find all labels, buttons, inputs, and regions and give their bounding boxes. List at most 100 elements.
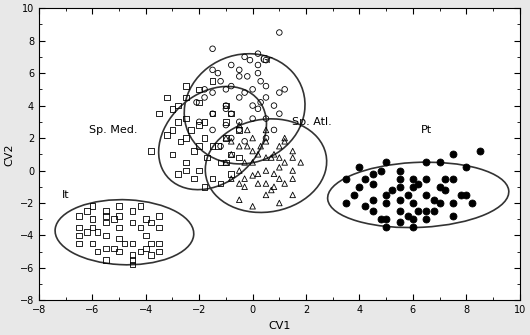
Point bbox=[163, 95, 171, 100]
Point bbox=[355, 184, 364, 190]
Point bbox=[147, 148, 155, 154]
Point bbox=[222, 160, 230, 165]
Point bbox=[241, 139, 249, 144]
Point bbox=[262, 181, 270, 186]
Point bbox=[249, 173, 257, 178]
Point bbox=[280, 87, 289, 92]
Point bbox=[136, 249, 145, 254]
Point bbox=[190, 148, 198, 154]
Point bbox=[262, 95, 270, 100]
Point bbox=[88, 216, 96, 222]
Point bbox=[227, 176, 235, 181]
Point bbox=[243, 74, 252, 79]
Point bbox=[360, 204, 369, 209]
Point bbox=[235, 181, 243, 186]
Point bbox=[142, 246, 150, 251]
Point bbox=[382, 200, 391, 206]
Point bbox=[262, 127, 270, 133]
Point bbox=[249, 135, 257, 141]
Point bbox=[249, 204, 257, 209]
Point bbox=[115, 213, 123, 219]
Point bbox=[270, 152, 278, 157]
Point bbox=[403, 213, 412, 219]
Point bbox=[377, 168, 385, 173]
Point bbox=[128, 241, 137, 246]
Point bbox=[142, 216, 150, 222]
Point bbox=[136, 204, 145, 209]
Point bbox=[208, 143, 217, 149]
Point bbox=[182, 95, 190, 100]
Point bbox=[235, 119, 243, 125]
Point bbox=[395, 220, 404, 225]
Point bbox=[422, 176, 430, 181]
Point bbox=[227, 152, 235, 157]
Point bbox=[254, 152, 262, 157]
Point bbox=[216, 160, 225, 165]
Point bbox=[280, 139, 289, 144]
Point bbox=[83, 208, 91, 214]
Point bbox=[110, 216, 118, 222]
Text: Sp. Med.: Sp. Med. bbox=[90, 125, 138, 135]
Point bbox=[414, 181, 422, 186]
Point bbox=[280, 135, 289, 141]
Point bbox=[342, 200, 350, 206]
Point bbox=[395, 176, 404, 181]
Point bbox=[275, 111, 284, 116]
Point bbox=[200, 95, 209, 100]
Point bbox=[101, 257, 110, 263]
Point bbox=[262, 192, 270, 198]
Point bbox=[128, 220, 137, 225]
Point bbox=[227, 62, 235, 68]
Point bbox=[257, 78, 265, 84]
Point bbox=[350, 192, 358, 198]
Point bbox=[360, 176, 369, 181]
Point bbox=[257, 99, 265, 105]
Point bbox=[142, 233, 150, 238]
Point bbox=[208, 111, 217, 116]
Point bbox=[235, 155, 243, 160]
Point bbox=[275, 90, 284, 95]
Point bbox=[430, 208, 438, 214]
Point bbox=[249, 148, 257, 154]
Point bbox=[288, 155, 297, 160]
Point bbox=[222, 103, 230, 108]
Point bbox=[342, 176, 350, 181]
Point bbox=[195, 119, 204, 125]
Point bbox=[214, 143, 222, 149]
Point bbox=[75, 241, 83, 246]
Point bbox=[168, 127, 176, 133]
X-axis label: CV1: CV1 bbox=[268, 321, 290, 331]
Point bbox=[182, 116, 190, 121]
Point bbox=[187, 127, 196, 133]
Point bbox=[227, 171, 235, 177]
Point bbox=[101, 246, 110, 251]
Point bbox=[227, 135, 235, 141]
Point bbox=[83, 229, 91, 235]
Point bbox=[227, 139, 235, 144]
Point bbox=[147, 241, 155, 246]
Point bbox=[409, 216, 417, 222]
Point bbox=[195, 168, 204, 173]
Point bbox=[275, 30, 284, 35]
Point bbox=[216, 78, 225, 84]
Point bbox=[88, 241, 96, 246]
Point bbox=[110, 246, 118, 251]
Point bbox=[288, 168, 297, 173]
Point bbox=[75, 225, 83, 230]
Point bbox=[449, 176, 457, 181]
Point bbox=[174, 119, 182, 125]
Point bbox=[195, 122, 204, 128]
Point bbox=[270, 127, 278, 133]
Point bbox=[128, 257, 137, 263]
Point bbox=[241, 176, 249, 181]
Point bbox=[115, 204, 123, 209]
Point bbox=[254, 106, 262, 112]
Point bbox=[192, 99, 201, 105]
Point bbox=[235, 168, 243, 173]
Point bbox=[435, 160, 444, 165]
Point bbox=[409, 184, 417, 190]
Point bbox=[288, 148, 297, 154]
Point bbox=[208, 111, 217, 116]
Point bbox=[435, 184, 444, 190]
Point bbox=[296, 160, 305, 165]
